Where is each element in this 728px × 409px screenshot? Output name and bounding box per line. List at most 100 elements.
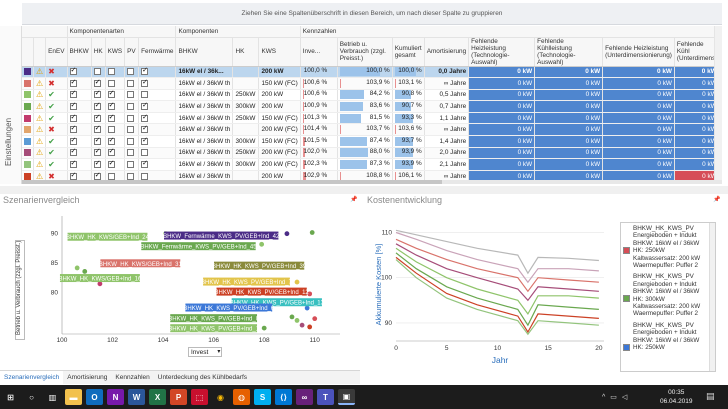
scatter-point[interactable] [309, 230, 315, 235]
checkbox-kws[interactable] [105, 158, 126, 171]
scroll-thumb[interactable] [22, 180, 442, 184]
checkbox-kws[interactable] [105, 89, 126, 102]
checkbox-bhkw[interactable] [67, 135, 92, 148]
scatter-point[interactable] [289, 314, 295, 320]
pdf-icon[interactable]: ⬚ [191, 389, 208, 405]
skype-icon[interactable]: S [254, 389, 271, 405]
scatter-point[interactable] [82, 269, 88, 274]
legend-checkbox[interactable] [623, 343, 630, 351]
scenario-label[interactable]: BHKW_Fernwärme_KWS_PV/GEB+Ind_42 [163, 231, 280, 241]
scenario-label[interactable]: BHKW_HK_KWS/GEB+Ind_24 [66, 232, 150, 242]
group-by-area[interactable]: Ziehen Sie eine Spaltenüberschrift in di… [22, 3, 722, 25]
checkbox-pv[interactable] [124, 77, 140, 90]
notifications-icon[interactable]: ▤ [706, 391, 715, 401]
outlook-icon[interactable]: O [86, 389, 103, 405]
onenote-icon[interactable]: N [107, 389, 124, 405]
network-icon[interactable]: ▭ [610, 394, 617, 401]
checkbox-bhkw[interactable] [67, 123, 92, 137]
column-header[interactable]: HK [91, 37, 106, 67]
legend-item[interactable]: BHKW_HK_KWS_PV Energieboden + Indukt BHKW:… [621, 320, 715, 354]
scatter-point[interactable] [259, 241, 265, 247]
checkbox-pv[interactable] [124, 66, 140, 79]
checkbox-bhkw[interactable] [67, 158, 92, 171]
column-header[interactable]: Fehlende Kühl (Unterdimensi [674, 37, 720, 67]
checkbox-pv[interactable] [124, 123, 140, 137]
cost-series-line[interactable] [395, 259, 599, 336]
cost-series-line[interactable] [395, 247, 599, 316]
checkbox-fw[interactable] [138, 66, 177, 79]
chrome-icon[interactable]: ◉ [212, 389, 229, 405]
checkbox-fw[interactable] [138, 100, 177, 113]
scatter-point[interactable] [261, 325, 267, 331]
settings-side-tab[interactable]: Einstellungen [0, 26, 22, 184]
checkbox-pv[interactable] [124, 147, 140, 160]
column-header[interactable]: BHKW [67, 37, 92, 67]
scatter-point[interactable] [74, 265, 80, 271]
scatter-point[interactable] [307, 291, 313, 297]
checkbox-fw[interactable] [138, 89, 177, 102]
task-view-icon[interactable]: ▥ [44, 389, 61, 405]
checkbox-hk[interactable] [91, 112, 106, 125]
legend-checkbox[interactable] [623, 247, 630, 254]
bottom-tab[interactable]: Amortisierung [67, 374, 108, 381]
grid-horizontal-scrollbar[interactable] [22, 180, 722, 184]
scenario-label[interactable]: BHKW_HK_KWS_PV/GEB+Ind_12 [215, 287, 310, 297]
column-header[interactable]: KWS [258, 37, 301, 67]
checkbox-fw[interactable] [138, 158, 177, 171]
checkbox-pv[interactable] [124, 170, 140, 183]
scenario-label[interactable]: BHKW_Fernwärme_KWS_PV/GEB+Ind_45 [140, 242, 257, 251]
checkbox-kws[interactable] [105, 77, 126, 90]
column-header[interactable]: BHKW [175, 37, 234, 67]
checkbox-bhkw[interactable] [67, 147, 92, 160]
scenario-label[interactable]: BHKW_HK_KWS_PV/GEB+Ind_39 [212, 261, 307, 271]
scenario-label[interactable]: BHKW_HK_KWS_PV/GEB+Ind_1 [168, 324, 260, 333]
checkbox-kws[interactable] [105, 123, 126, 137]
checkbox-bhkw[interactable] [67, 77, 92, 90]
checkbox-fw[interactable] [138, 147, 177, 160]
legend-item[interactable]: BHKW_HK_KWS_PV Energieboden + Indukt BHKW:… [621, 271, 715, 319]
column-header[interactable]: EnEV [45, 37, 68, 67]
scenario-label[interactable]: BHKW_HK_KWS_PV/GEB+Ind_13 [230, 298, 325, 307]
pin-icon[interactable]: 📌 [713, 197, 721, 203]
checkbox-hk[interactable] [91, 158, 106, 171]
grid-vertical-scrollbar[interactable] [714, 26, 722, 180]
scenario-label[interactable]: BHKW_HK_KWS/GEB+Ind_16 [58, 274, 142, 283]
checkbox-kws[interactable] [105, 135, 126, 148]
cost-series-line[interactable] [395, 256, 599, 334]
checkbox-kws[interactable] [105, 170, 126, 183]
column-header[interactable]: Fernwärme [138, 37, 177, 67]
scatter-point[interactable] [299, 322, 305, 328]
cost-series-line[interactable] [395, 252, 599, 327]
checkbox-bhkw[interactable] [67, 66, 92, 79]
checkbox-hk[interactable] [91, 66, 106, 79]
visual-studio-icon[interactable]: ∞ [296, 389, 313, 405]
checkbox-pv[interactable] [124, 112, 140, 125]
cost-series-line[interactable] [395, 229, 599, 275]
checkbox-bhkw[interactable] [67, 89, 92, 102]
column-header[interactable]: HK [232, 37, 260, 67]
legend-checkbox[interactable] [623, 295, 630, 303]
checkbox-bhkw[interactable] [67, 100, 92, 113]
scenario-label[interactable]: BHKW_HK_KWS/GEB+Ind_31 [99, 259, 183, 268]
column-header[interactable]: Inve... [300, 37, 338, 67]
bottom-tab[interactable]: Kennzahlen [115, 374, 150, 381]
checkbox-hk[interactable] [91, 123, 106, 137]
scatter-point[interactable] [294, 318, 300, 323]
checkbox-pv[interactable] [124, 158, 140, 171]
volume-icon[interactable]: ◁ [621, 394, 628, 401]
checkbox-hk[interactable] [91, 135, 106, 148]
column-header[interactable]: Fehlende Heizleistung (Technologie-Auswa… [468, 37, 536, 67]
column-header[interactable]: Kumuliert gesamt [392, 37, 425, 67]
vs-code-icon[interactable]: ⟨⟩ [275, 389, 292, 405]
clock[interactable]: 00:35 06.04.2019 [660, 388, 693, 406]
firefox-icon[interactable]: ◍ [233, 389, 250, 405]
column-header[interactable]: Betrieb u. Verbrauch (zzgl. Preisst.) [337, 37, 393, 67]
checkbox-pv[interactable] [124, 100, 140, 113]
chevron-up-icon[interactable]: ^ [602, 393, 606, 401]
